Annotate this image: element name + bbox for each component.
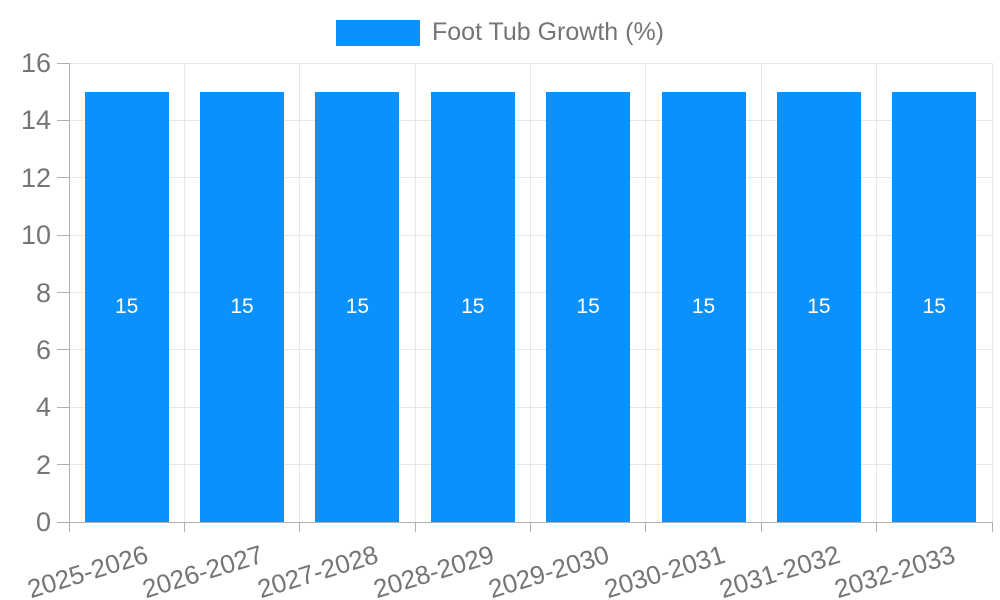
v-gridline xyxy=(414,63,416,522)
y-tick-label: 0 xyxy=(35,507,51,537)
y-tick-mark xyxy=(57,292,69,293)
y-axis-line xyxy=(68,63,70,522)
x-tick-mark xyxy=(876,522,878,532)
y-tick-mark xyxy=(57,464,69,466)
bar-value-label: 15 xyxy=(807,294,831,318)
v-gridline xyxy=(876,63,878,522)
y-axis: 0 2 4 6 8 10 12 14 16 xyxy=(0,48,69,537)
y-tick-mark xyxy=(57,62,69,64)
v-gridline xyxy=(183,63,185,522)
v-gridline xyxy=(299,63,301,522)
x-tick-label: 2026-2027 xyxy=(138,539,267,600)
bar-2031-2032[interactable]: 15 xyxy=(776,91,861,522)
y-tick-label: 6 xyxy=(35,334,51,365)
plot-area: 15 15 15 15 15 15 15 15 xyxy=(68,62,993,523)
y-tick-label: 14 xyxy=(20,105,51,136)
bar-2029-2030[interactable]: 15 xyxy=(546,91,631,522)
bar-value-label: 15 xyxy=(345,294,370,318)
v-gridline xyxy=(991,63,993,522)
y-tick-label: 12 xyxy=(20,162,51,193)
x-tick-mark xyxy=(530,522,531,532)
x-tick-label: 2032-2033 xyxy=(831,539,959,600)
y-tick-mark xyxy=(57,119,69,121)
y-tick-label: 4 xyxy=(35,392,51,423)
bar-2025-2026[interactable]: 15 xyxy=(84,91,169,522)
bar-value-label: 15 xyxy=(115,294,139,318)
x-tick-mark xyxy=(760,522,762,532)
x-tick-label: 2025-2026 xyxy=(23,539,152,600)
x-tick-mark xyxy=(68,522,70,532)
bar-value-label: 15 xyxy=(461,294,485,318)
bar-value-label: 15 xyxy=(230,294,254,318)
y-tick-mark xyxy=(57,234,69,236)
bar-value-label: 15 xyxy=(691,294,716,318)
bar-value-label: 15 xyxy=(576,294,600,318)
v-gridline xyxy=(760,63,762,522)
bar-2028-2029[interactable]: 15 xyxy=(430,91,515,522)
y-tick-mark xyxy=(57,406,69,408)
y-tick-label: 16 xyxy=(20,48,51,78)
y-tick-label: 8 xyxy=(35,277,51,308)
bar-2026-2027[interactable]: 15 xyxy=(200,91,285,522)
x-tick-label: 2030-2031 xyxy=(600,539,729,600)
y-tick-label: 2 xyxy=(35,449,51,480)
y-tick-mark xyxy=(57,177,69,179)
x-tick-mark xyxy=(183,522,185,532)
x-tick-mark xyxy=(645,522,647,532)
x-tick-mark xyxy=(299,522,301,532)
bar-2030-2031[interactable]: 15 xyxy=(661,91,746,522)
x-tick-label: 2028-2029 xyxy=(369,539,498,600)
bar-2032-2033[interactable]: 15 xyxy=(892,91,977,522)
x-tick-label: 2029-2030 xyxy=(484,539,613,600)
v-gridline xyxy=(645,63,647,522)
bar-2027-2028[interactable]: 15 xyxy=(315,91,400,522)
x-tick-label: 2027-2028 xyxy=(254,539,382,600)
y-tick-mark xyxy=(57,349,69,351)
y-tick-mark xyxy=(57,521,69,523)
v-gridline xyxy=(530,63,531,522)
legend-swatch xyxy=(335,19,420,46)
y-tick-label: 10 xyxy=(20,220,51,251)
x-tick-label: 2031-2032 xyxy=(715,539,844,600)
legend-label: Foot Tub Growth (%) xyxy=(431,18,665,46)
bar-value-label: 15 xyxy=(922,294,946,318)
x-tick-mark xyxy=(991,522,993,532)
legend-item[interactable]: Foot Tub Growth (%) xyxy=(0,18,1000,47)
x-tick-mark xyxy=(414,522,416,532)
